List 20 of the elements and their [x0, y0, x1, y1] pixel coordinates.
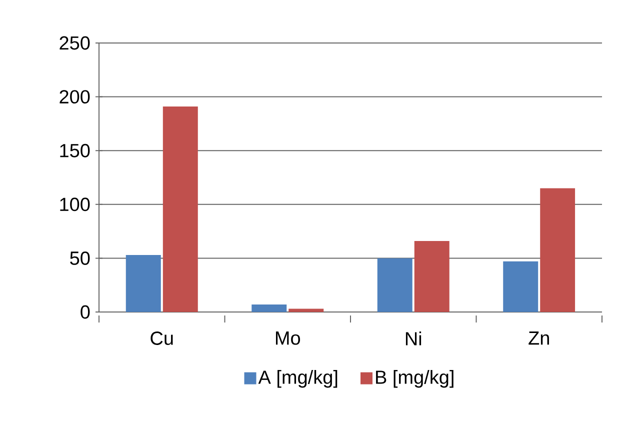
y-tick-label: 150	[60, 144, 90, 158]
bar	[414, 240, 450, 312]
bar	[126, 254, 161, 312]
y-tick-label: 50	[70, 251, 90, 265]
x-tick-label: Mo	[276, 332, 300, 345]
bar	[540, 188, 576, 312]
x-tick-label: Zn	[528, 332, 549, 345]
legend-label: B [mg/kg]	[376, 370, 454, 388]
bar	[377, 258, 412, 312]
x-tick-label: Cu	[150, 332, 173, 345]
y-tick-label: 200	[60, 90, 90, 104]
y-tick-label: 0	[80, 305, 90, 319]
bar	[252, 304, 287, 312]
y-tick-label: 100	[60, 198, 90, 212]
bar	[288, 308, 324, 312]
y-tick-label: 250	[60, 36, 90, 50]
bar	[162, 106, 198, 312]
x-tick-label: Ni	[406, 332, 422, 346]
legend-label: A [mg/kg]	[258, 370, 338, 388]
bar	[503, 261, 538, 312]
